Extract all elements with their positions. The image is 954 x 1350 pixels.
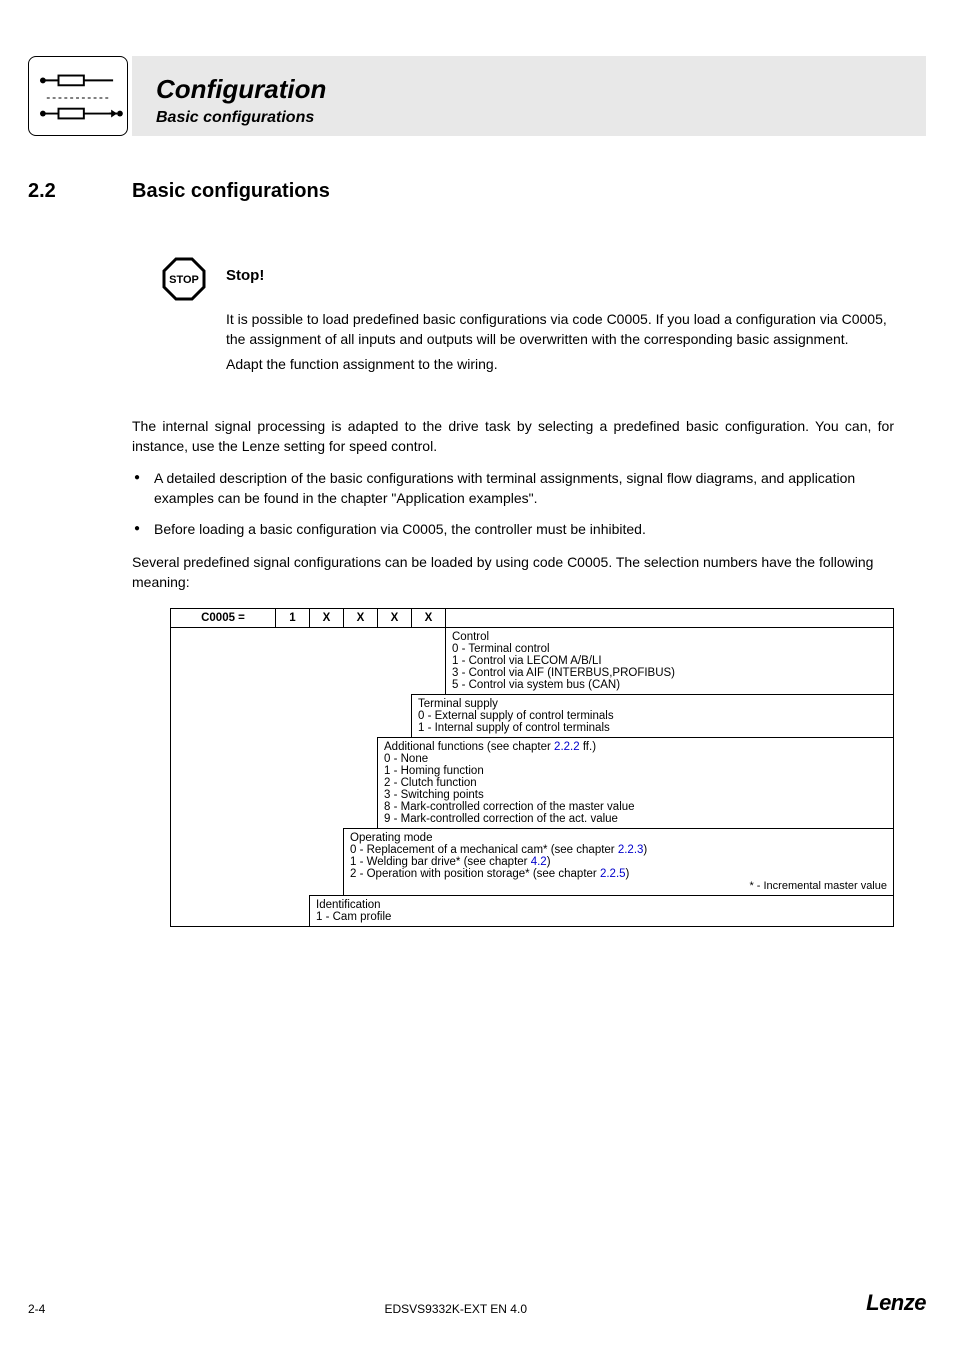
chapter-link[interactable]: 2.2.5: [600, 868, 626, 880]
chapter-link[interactable]: 4.2: [531, 856, 547, 868]
cell-line: 3 - Control via AIF (INTERBUS,PROFIBUS): [452, 667, 887, 679]
cell-title: Additional functions (see chapter 2.2.2 …: [384, 741, 887, 753]
text: ): [547, 856, 551, 868]
table-spacer: [378, 628, 412, 738]
stop-para-2: Adapt the function assignment to the wir…: [226, 354, 894, 374]
text: Additional functions (see chapter: [384, 741, 554, 753]
table-header-row: C0005 = 1 X X X X: [171, 609, 894, 628]
cell-line: 1 - Internal supply of control terminals: [418, 722, 887, 734]
text: 2 - Operation with position storage* (se…: [350, 868, 600, 880]
text: ): [643, 844, 647, 856]
bullet-item: A detailed description of the basic conf…: [132, 468, 894, 509]
table-spacer: [344, 628, 378, 829]
stop-icon-label: STOP: [169, 274, 199, 286]
table-cell-control: Control 0 - Terminal control 1 - Control…: [446, 628, 894, 695]
cell-line: 0 - Replacement of a mechanical cam* (se…: [350, 844, 887, 856]
cell-line: 5 - Control via system bus (CAN): [452, 679, 887, 691]
table-spacer: [310, 628, 344, 896]
cell-line: 1 - Control via LECOM A/B/LI: [452, 655, 887, 667]
cell-note: * - Incremental master value: [350, 880, 887, 892]
cell-line: 1 - Welding bar drive* (see chapter 4.2): [350, 856, 887, 868]
cell-line: 0 - Terminal control: [452, 643, 887, 655]
cell-line: 3 - Switching points: [384, 789, 887, 801]
table-head-digit: X: [378, 609, 412, 628]
cell-line: 1 - Homing function: [384, 765, 887, 777]
cell-title: Terminal supply: [418, 698, 887, 710]
cell-line: 9 - Mark-controlled correction of the ac…: [384, 813, 887, 825]
table-row-control: Control 0 - Terminal control 1 - Control…: [171, 628, 894, 695]
cell-line: 8 - Mark-controlled correction of the ma…: [384, 801, 887, 813]
stop-para-1: It is possible to load predefined basic …: [226, 309, 894, 350]
brand-logo: Lenze: [866, 1290, 926, 1316]
page-subtitle: Basic configurations: [156, 109, 314, 127]
stop-icon: STOP: [160, 255, 208, 303]
cell-line: 2 - Operation with position storage* (se…: [350, 868, 887, 880]
table-head-digit: X: [412, 609, 446, 628]
cell-title: Control: [452, 631, 887, 643]
text: 0 - Replacement of a mechanical cam* (se…: [350, 844, 618, 856]
cell-line: 0 - External supply of control terminals: [418, 710, 887, 722]
page-number: 2-4: [28, 1302, 45, 1316]
page-footer: 2-4 EDSVS9332K-EXT EN 4.0 Lenze: [28, 1290, 926, 1316]
table-head-digit: X: [344, 609, 378, 628]
cam-profile-icon: [29, 57, 127, 135]
bullet-list: A detailed description of the basic conf…: [132, 468, 894, 549]
table-cell-terminal: Terminal supply 0 - External supply of c…: [412, 695, 894, 738]
page-header: Configuration Basic configurations: [132, 56, 926, 136]
table-cell-identification: Identification 1 - Cam profile: [310, 896, 894, 927]
stop-callout: STOP Stop! It is possible to load predef…: [160, 255, 894, 378]
config-icon-box: [28, 56, 128, 136]
cell-line: 1 - Cam profile: [316, 911, 887, 923]
text: ): [626, 868, 630, 880]
intro-paragraph: The internal signal processing is adapte…: [132, 416, 894, 457]
c0005-table: C0005 = 1 X X X X Control 0 - Terminal c…: [170, 608, 894, 927]
chapter-link[interactable]: 2.2.2: [554, 741, 580, 753]
cell-line: 2 - Clutch function: [384, 777, 887, 789]
table-spacer: [412, 628, 446, 695]
cell-title: Identification: [316, 899, 887, 911]
table-spacer: [276, 628, 310, 927]
cell-title: Operating mode: [350, 832, 887, 844]
section-heading: 2.2 Basic configurations: [28, 180, 926, 203]
table-head-digit: X: [310, 609, 344, 628]
table-spacer: [171, 628, 276, 927]
cell-line: 0 - None: [384, 753, 887, 765]
page-title: Configuration: [156, 74, 326, 105]
table-head-empty: [446, 609, 894, 628]
text: ff.): [580, 741, 596, 753]
table-cell-additional: Additional functions (see chapter 2.2.2 …: [378, 738, 894, 829]
text: 1 - Welding bar drive* (see chapter: [350, 856, 531, 868]
doc-id: EDSVS9332K-EXT EN 4.0: [384, 1302, 527, 1316]
bullet-item: Before loading a basic configuration via…: [132, 519, 894, 539]
table-head-digit: 1: [276, 609, 310, 628]
table-cell-operating: Operating mode 0 - Replacement of a mech…: [344, 829, 894, 896]
stop-body: It is possible to load predefined basic …: [226, 309, 894, 374]
table-head-label: C0005 =: [171, 609, 276, 628]
outro-paragraph: Several predefined signal configurations…: [132, 552, 894, 593]
section-number: 2.2: [28, 180, 132, 203]
chapter-link[interactable]: 2.2.3: [618, 844, 644, 856]
section-title: Basic configurations: [132, 180, 330, 203]
stop-title: Stop!: [226, 267, 264, 284]
